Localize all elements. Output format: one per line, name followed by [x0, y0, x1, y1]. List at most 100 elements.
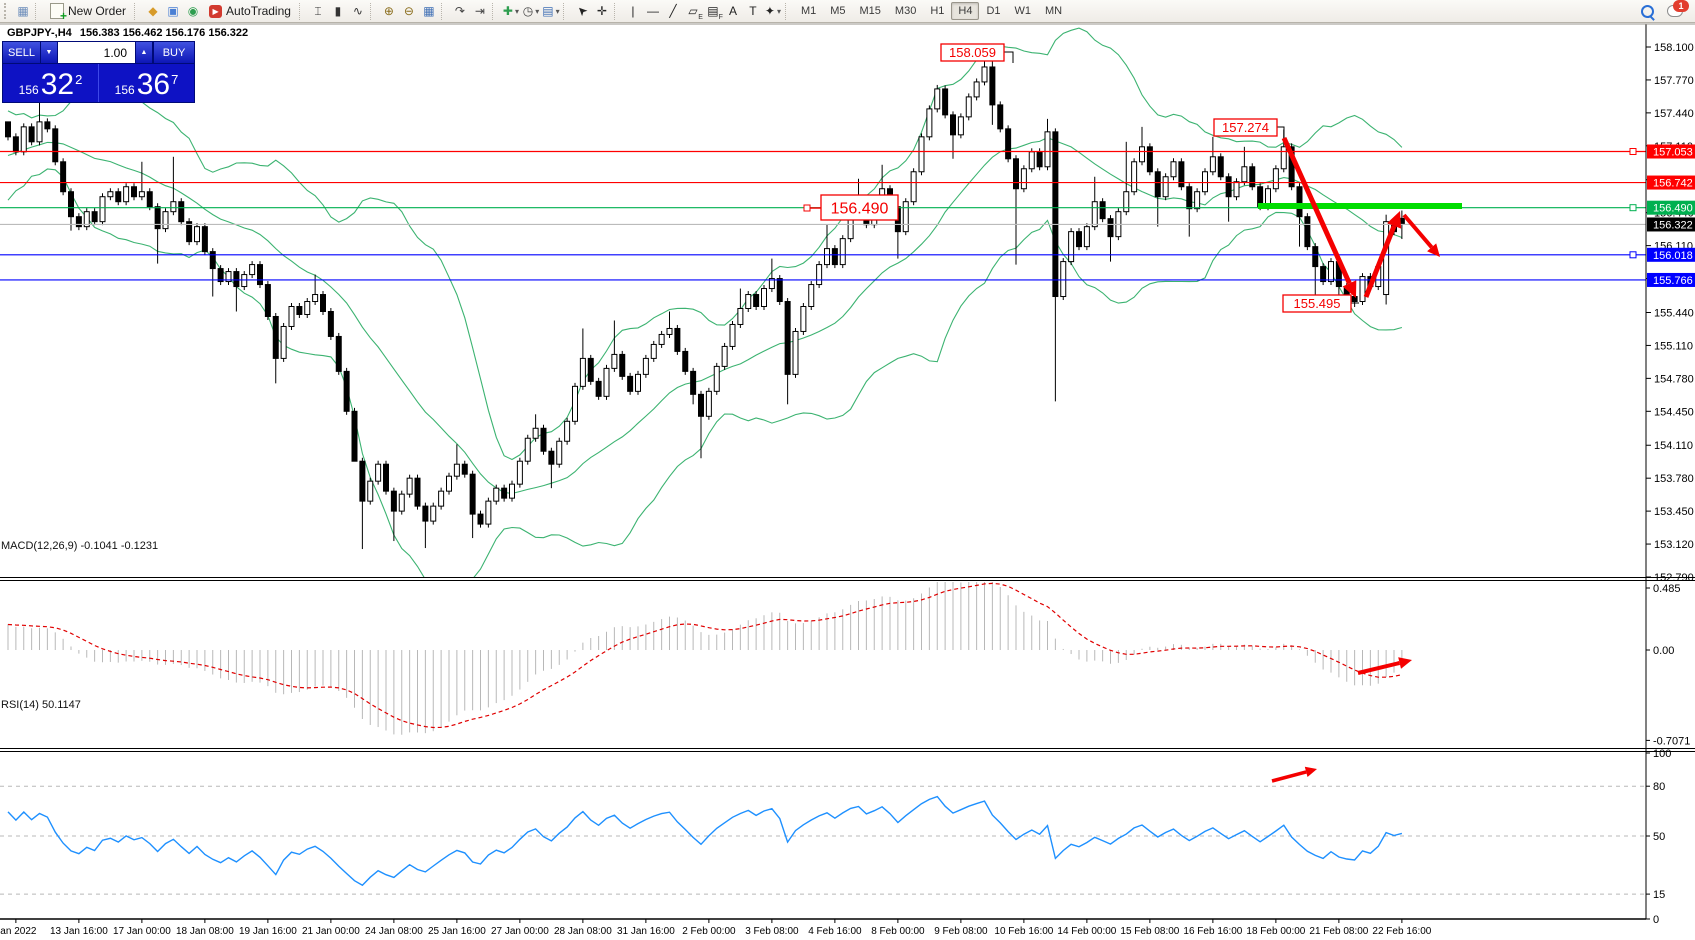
candle — [1052, 131, 1059, 298]
timeframe-m30[interactable]: M30 — [894, 5, 917, 17]
annotations[interactable]: 158.059 157.274 156.490 155.495 — [803, 43, 1440, 783]
periods-icon[interactable]: ◷ ▾ — [522, 4, 540, 18]
candle — [650, 343, 657, 359]
timeframe-m5[interactable]: M5 — [830, 5, 846, 17]
candle — [233, 271, 240, 288]
red-arrow-head — [1342, 280, 1357, 298]
zoom-in-icon[interactable]: ⊕ — [383, 4, 394, 18]
candle — [1328, 261, 1334, 283]
candle — [469, 473, 476, 515]
time-axis[interactable]: Jan 2022 13 Jan 16:00 17 Jan 00:00 18 Jan 0… — [0, 919, 1432, 937]
time-tick-label: Jan 2022 — [0, 926, 37, 937]
candle — [1233, 181, 1240, 198]
time-tick-label: 3 Feb 08:00 — [745, 926, 799, 937]
vertical-line-icon[interactable]: | — [631, 4, 635, 18]
search-icon[interactable] — [1637, 2, 1657, 21]
price-callout-text: 155.495 — [1294, 296, 1341, 311]
candle — [1351, 296, 1358, 303]
chat-icon[interactable]: 1 — [1665, 0, 1689, 21]
cursor-icon[interactable]: ➤ — [573, 2, 591, 20]
price-marker-label: 155.766 — [1653, 275, 1693, 287]
candle — [446, 475, 452, 492]
time-tick-label: 10 Feb 16:00 — [994, 926, 1053, 937]
sell-button[interactable]: SELL — [3, 42, 41, 63]
timeframe-m15[interactable]: M15 — [859, 5, 881, 17]
text-label-icon[interactable]: T — [749, 4, 757, 18]
time-tick-label: 13 Jan 16:00 — [50, 926, 108, 937]
candle — [690, 370, 697, 395]
candle — [359, 460, 366, 502]
fibonacci-icon[interactable]: ▤ F — [707, 4, 723, 21]
candle — [1091, 201, 1098, 228]
volume-up-button[interactable]: ▲ — [136, 42, 153, 63]
candle — [981, 66, 988, 83]
templates-icon[interactable]: ▤ ▾ — [542, 4, 560, 18]
horizontal-line-icon[interactable]: — — [646, 4, 659, 18]
ask-price[interactable]: 156 36 7 — [114, 68, 179, 101]
new-order-button[interactable]: New Order — [44, 2, 132, 23]
macd-scale-label: 0.00 — [1653, 645, 1674, 657]
timeframe-m1[interactable]: M1 — [800, 5, 817, 17]
chart-ohlc: 156.383 156.462 156.176 156.322 — [79, 27, 249, 39]
macd-label: MACD(12,26,9) -0.1041 -0.1231 — [1, 540, 159, 552]
candle — [60, 161, 67, 193]
candlestick-chart-icon[interactable]: ▮ — [334, 4, 342, 18]
candle — [477, 513, 484, 525]
timeframe-h1[interactable]: H1 — [930, 5, 945, 17]
candle — [957, 116, 964, 136]
crosshair-icon[interactable]: ✛ — [596, 4, 607, 18]
time-tick-label: 14 Feb 00:00 — [1057, 926, 1116, 937]
price-callout — [820, 194, 899, 221]
line-chart-icon[interactable]: ∿ — [352, 4, 363, 18]
candle — [1209, 156, 1216, 173]
candle — [839, 238, 846, 266]
volume-input[interactable]: 1.00 — [58, 42, 136, 63]
chart-symbol: GBPJPY-,H4 — [7, 27, 72, 39]
styles-icon[interactable]: ◆ — [148, 4, 158, 18]
bid-price[interactable]: 156 32 2 — [3, 64, 99, 102]
auto-scroll-icon[interactable]: ↷ — [454, 4, 465, 18]
candle — [989, 66, 996, 106]
volume-down-button[interactable]: ▼ — [41, 42, 58, 63]
timeframe-h4[interactable]: H4 — [951, 2, 980, 20]
tile-windows-icon[interactable]: ▦ — [423, 4, 435, 18]
zoom-out-icon[interactable]: ⊖ — [403, 4, 414, 18]
macd-panel — [7, 582, 1403, 735]
candle — [501, 487, 508, 499]
candle — [1028, 151, 1035, 170]
time-tick-label: 2 Feb 00:00 — [682, 926, 736, 937]
rsi-scale-label: 80 — [1653, 781, 1665, 793]
bar-chart-icon[interactable]: ⌶ — [314, 3, 322, 18]
data-window-icon[interactable]: ▣ — [167, 4, 179, 18]
red-arrow-head — [1387, 211, 1402, 229]
callout-connector — [1277, 126, 1285, 140]
candle — [1186, 186, 1193, 210]
price-tick-label: 154.780 — [1654, 373, 1694, 385]
price-tick-label: 158.100 — [1654, 42, 1694, 54]
candle — [194, 226, 200, 243]
timeframe-w1[interactable]: W1 — [1014, 5, 1032, 17]
price-axis[interactable]: 158.100157.770157.440157.110156.770156.4… — [1646, 42, 1695, 584]
autotrading-button[interactable]: ▶ AutoTrading — [203, 2, 297, 21]
toolbar-separator — [440, 2, 448, 20]
candle — [1202, 171, 1208, 193]
chart-shift-icon[interactable]: ⇥ — [474, 4, 485, 18]
timeframe-mn[interactable]: MN — [1045, 5, 1063, 17]
signals-icon[interactable]: ◉ — [187, 4, 199, 18]
buy-button[interactable]: BUY — [153, 42, 194, 63]
candle — [926, 108, 933, 138]
trendline-icon[interactable]: ╱ — [669, 4, 677, 18]
candle — [1288, 146, 1295, 188]
candle — [509, 483, 515, 499]
indicators-icon[interactable]: ✚ ▾ — [502, 4, 519, 18]
candle — [493, 487, 500, 502]
arrows-icon[interactable]: ✦ ▾ — [764, 4, 781, 18]
red-arrow — [1363, 224, 1397, 298]
window-icon[interactable]: ▦ — [17, 4, 29, 18]
candle — [556, 440, 563, 465]
candle — [351, 410, 358, 462]
text-icon[interactable]: A — [728, 4, 737, 18]
equidistant-channel-icon[interactable]: ▱ E — [688, 4, 703, 21]
timeframe-d1[interactable]: D1 — [986, 5, 1001, 17]
